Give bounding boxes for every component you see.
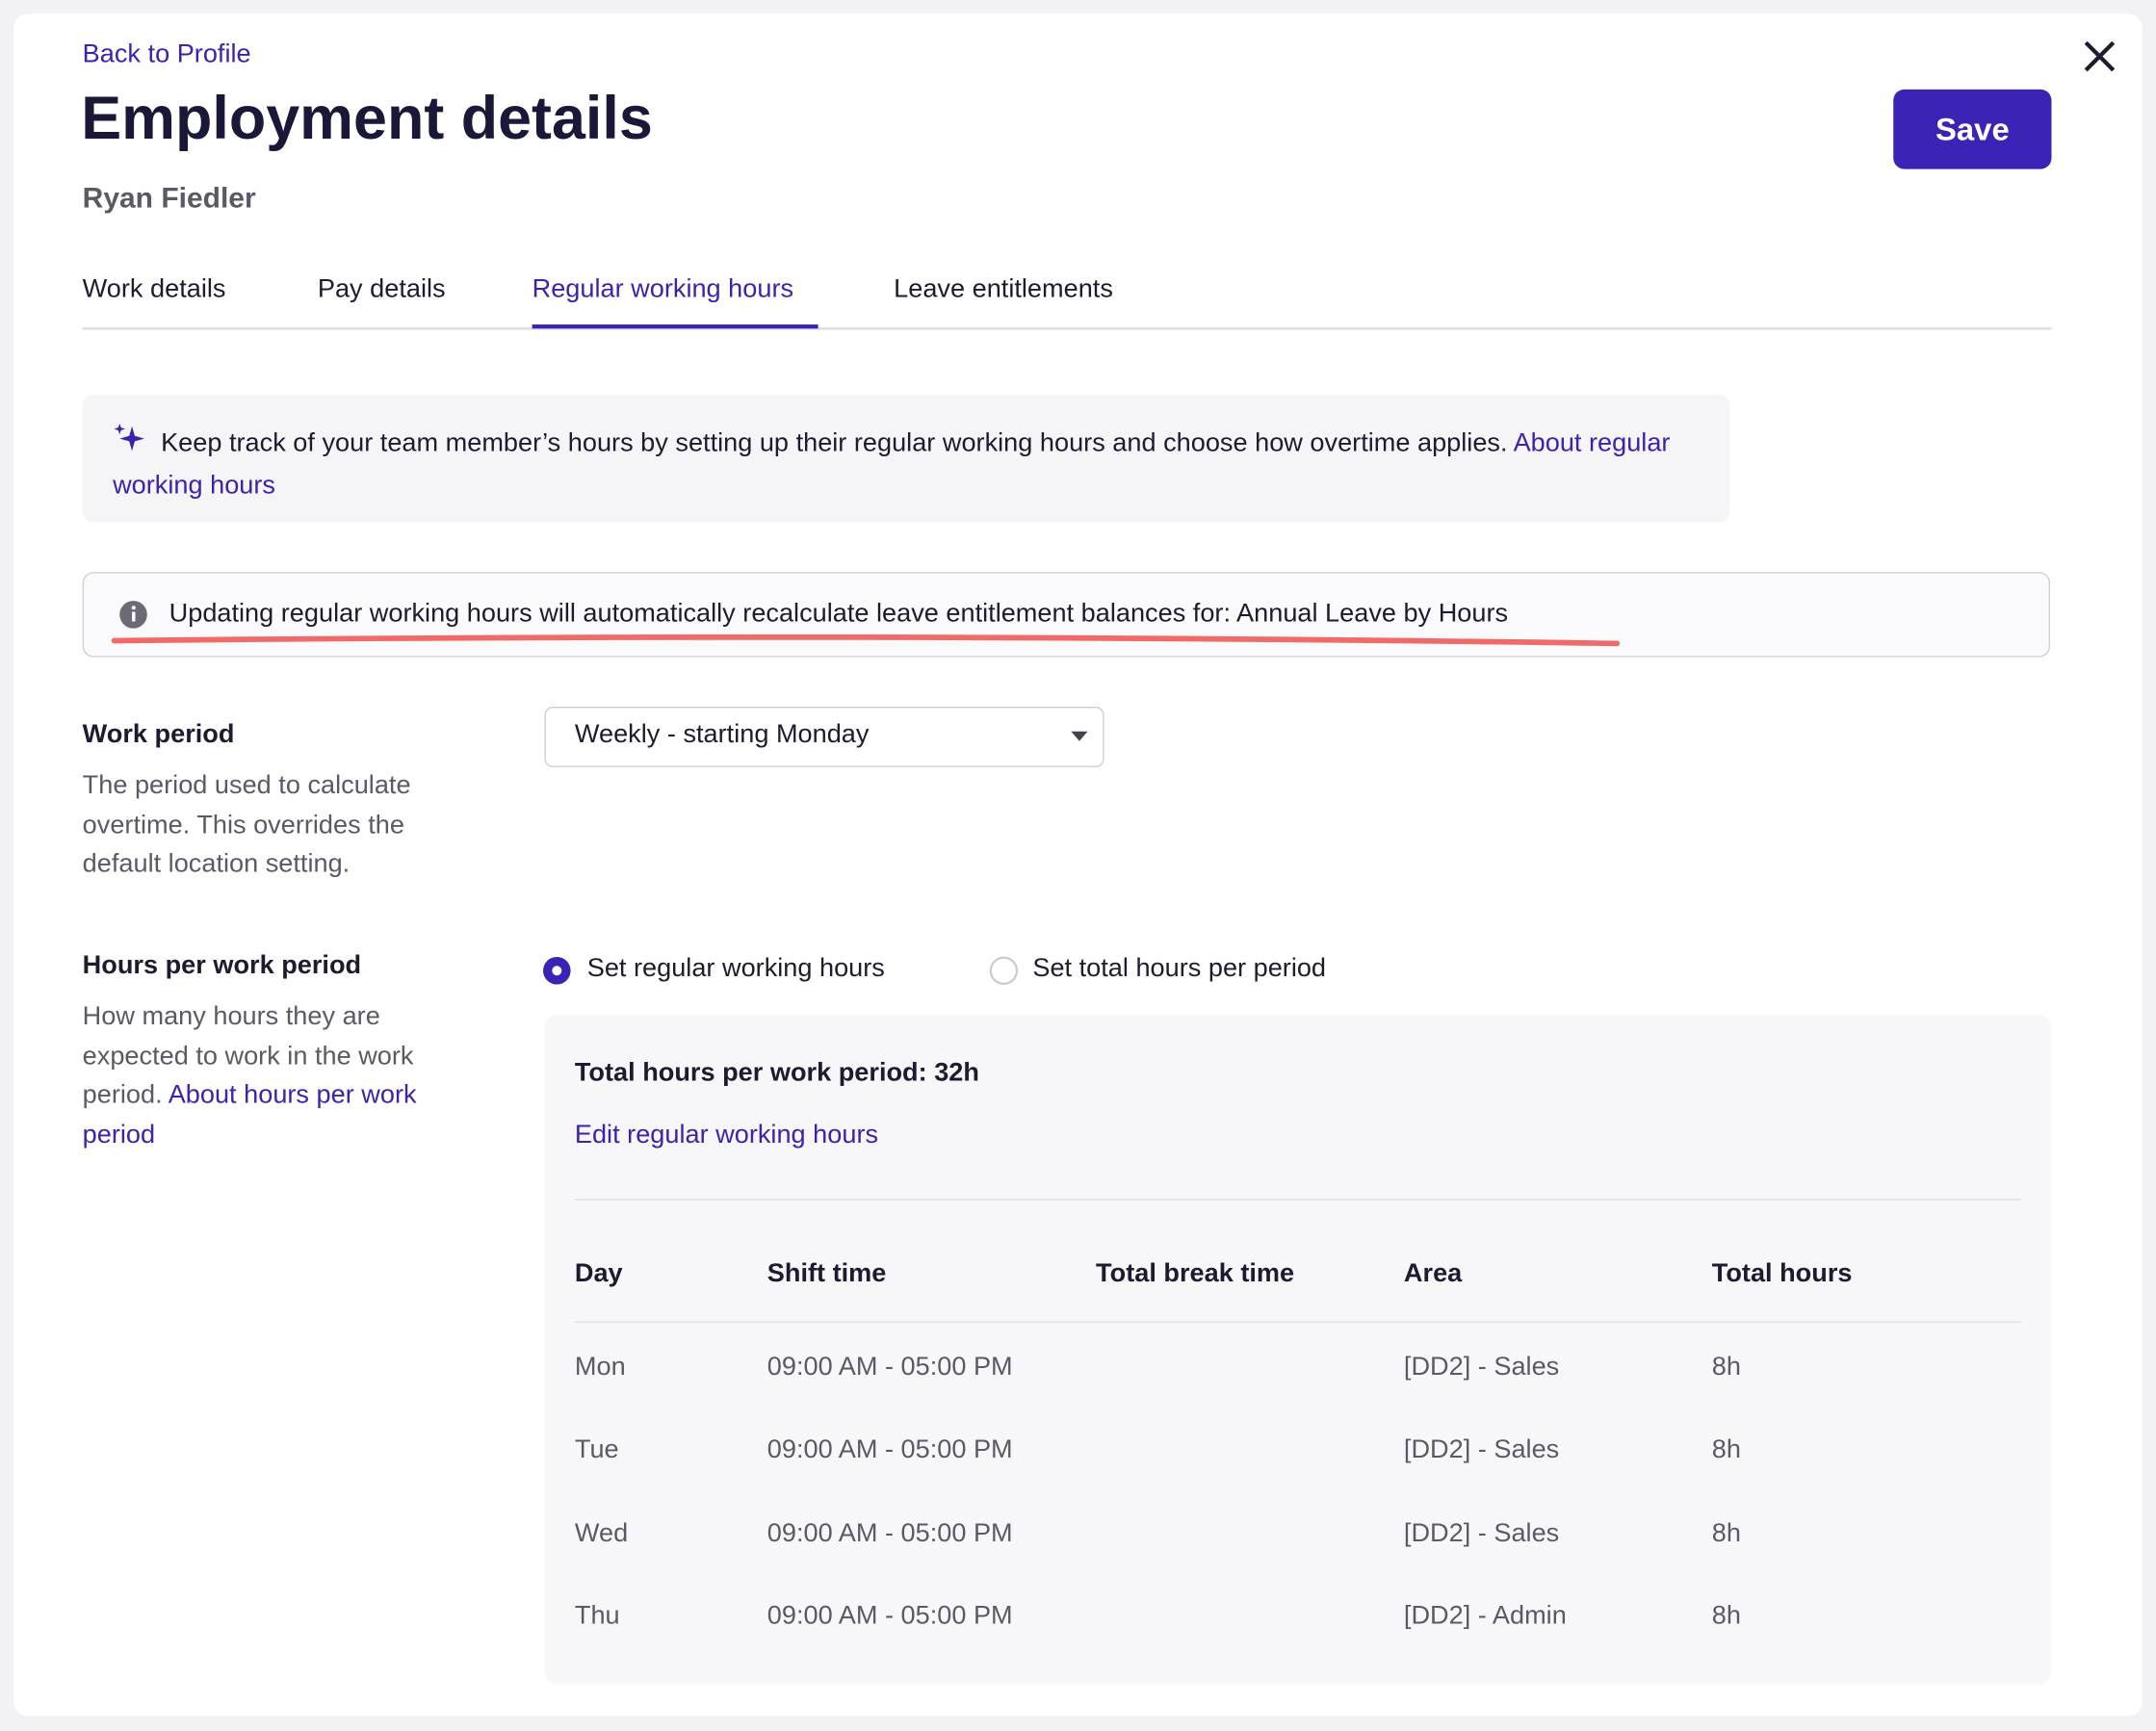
table-cell: Mon bbox=[574, 1353, 626, 1382]
info-icon bbox=[119, 601, 147, 629]
work-period-label: Work period bbox=[82, 720, 235, 750]
caret bbox=[1071, 731, 1088, 741]
table-cell: 8h bbox=[1711, 1435, 1741, 1465]
table-cell: [DD2] - Sales bbox=[1403, 1518, 1560, 1548]
banner-text: Keep track of your team member’s hours b… bbox=[113, 422, 1707, 507]
tab-indicator bbox=[532, 324, 818, 329]
table-cell: 09:00 AM - 05:00 PM bbox=[766, 1353, 1013, 1382]
sparkle-icon bbox=[114, 423, 144, 452]
close-button[interactable] bbox=[2082, 39, 2117, 74]
hours-link[interactable]: About hours per work period bbox=[82, 1080, 417, 1150]
table-cell: 09:00 AM - 05:00 PM bbox=[766, 1518, 1013, 1548]
select[interactable] bbox=[544, 707, 1104, 767]
back-link[interactable]: Back to Profile bbox=[82, 39, 251, 69]
tab-divider bbox=[82, 326, 2052, 330]
banner-copy: Keep track of your team member’s hours b… bbox=[161, 428, 1508, 458]
table-header: Total break time bbox=[1096, 1259, 1295, 1289]
title: Employment details bbox=[81, 85, 653, 153]
table-cell: 8h bbox=[1711, 1353, 1741, 1382]
radio-label[interactable]: Set regular working hours bbox=[586, 954, 885, 984]
tab[interactable]: Work details bbox=[82, 274, 226, 304]
table-header: Day bbox=[574, 1259, 623, 1289]
tab[interactable]: Regular working hours bbox=[532, 274, 794, 304]
table-cell: [DD2] - Sales bbox=[1403, 1435, 1560, 1465]
info-banner bbox=[82, 394, 1730, 523]
hours-description: How many hours they are expected to work… bbox=[83, 998, 461, 1155]
hours-label: Hours per work period bbox=[82, 951, 362, 981]
save-button[interactable]: Save bbox=[1893, 89, 2052, 169]
work-period-description: The period used to calculate overtime. T… bbox=[82, 771, 411, 879]
hours-panel bbox=[544, 1014, 2052, 1685]
annotation-underline bbox=[111, 633, 1621, 647]
table-cell: Tue bbox=[574, 1435, 619, 1465]
hours-description-text: How many hours they are expected to work… bbox=[82, 1002, 414, 1110]
table-cell: [DD2] - Sales bbox=[1403, 1353, 1560, 1382]
total-hours: Total hours per work period: 32h bbox=[574, 1058, 979, 1088]
radio-label[interactable]: Set total hours per period bbox=[1032, 954, 1327, 984]
tab[interactable]: Pay details bbox=[317, 274, 446, 304]
table-cell: Thu bbox=[574, 1601, 620, 1631]
notice-box bbox=[82, 572, 2051, 658]
table-cell: Wed bbox=[574, 1518, 629, 1548]
select-value[interactable]: Weekly - starting Monday bbox=[574, 720, 870, 750]
table-cell: [DD2] - Admin bbox=[1403, 1601, 1567, 1631]
edit-link[interactable]: Edit regular working hours bbox=[574, 1120, 879, 1150]
tab[interactable]: Leave entitlements bbox=[894, 274, 1113, 304]
table-header: Area bbox=[1403, 1259, 1463, 1289]
table-cell: 8h bbox=[1711, 1518, 1741, 1548]
table-cell: 09:00 AM - 05:00 PM bbox=[766, 1601, 1013, 1631]
divider bbox=[574, 1321, 2022, 1323]
table-header: Total hours bbox=[1711, 1259, 1853, 1289]
table-header: Shift time bbox=[766, 1259, 887, 1289]
radio[interactable] bbox=[989, 956, 1019, 986]
table-cell: 8h bbox=[1711, 1601, 1741, 1631]
banner-link[interactable]: About regular working hours bbox=[113, 428, 1671, 501]
radio-selected[interactable] bbox=[542, 956, 572, 986]
table-cell: 09:00 AM - 05:00 PM bbox=[766, 1435, 1013, 1465]
subtitle: Ryan Fiedler bbox=[82, 182, 256, 215]
divider bbox=[574, 1199, 2022, 1201]
notice-text: Updating regular working hours will auto… bbox=[169, 599, 1509, 629]
